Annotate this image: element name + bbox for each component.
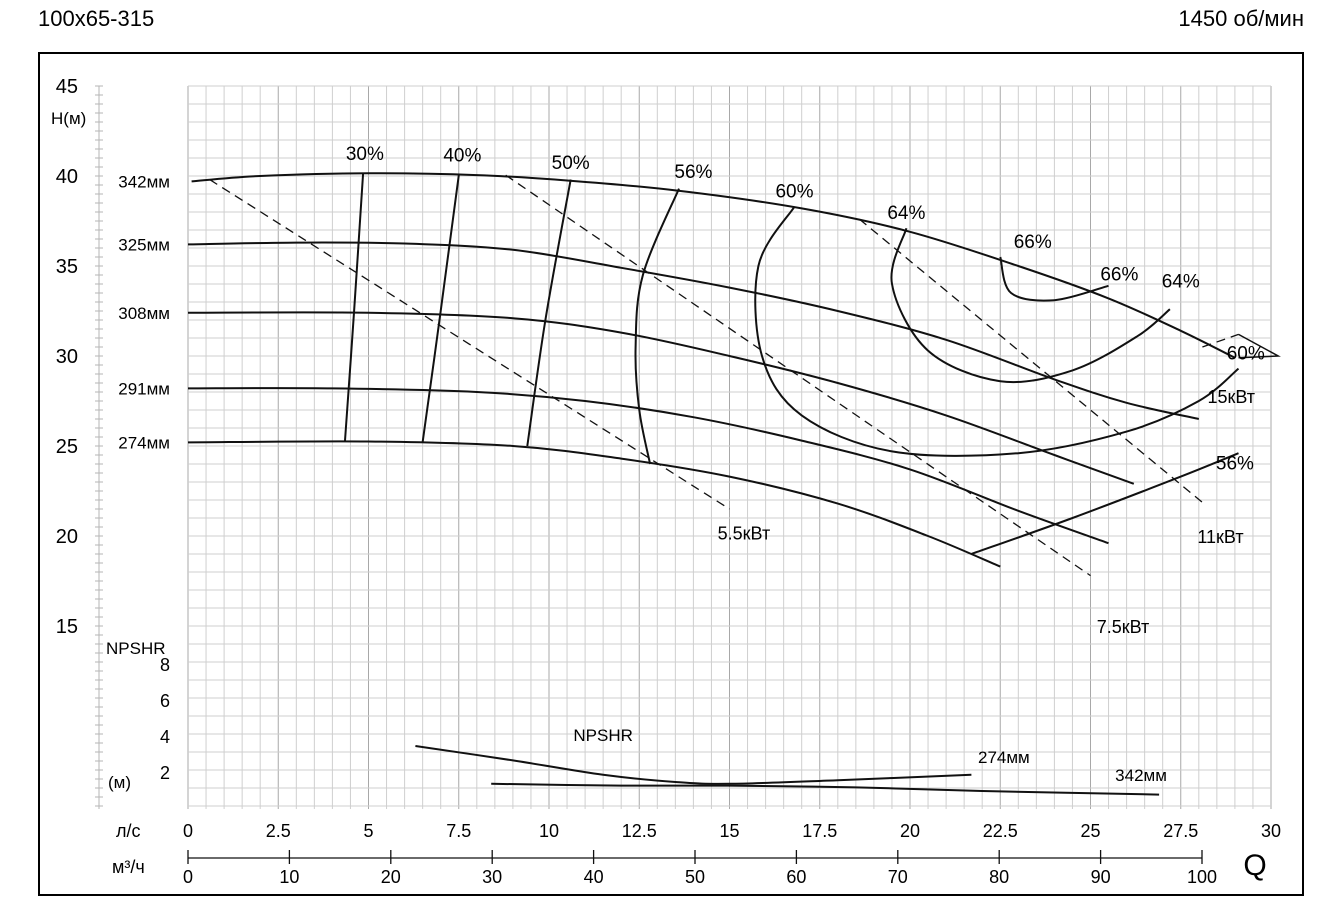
y-tick-label: 20 (56, 526, 78, 548)
efficiency-label: 30% (346, 144, 384, 165)
npsh-tick-label: 6 (160, 691, 170, 711)
curve-head-291мм (187, 387, 1109, 545)
x-tick-ls: 17.5 (802, 821, 837, 841)
efficiency-label: 66% (1100, 264, 1138, 285)
efficiency-label: 60% (1227, 344, 1265, 365)
x-axis-q-title: Q (1243, 849, 1266, 882)
efficiency-label: 60% (775, 182, 813, 203)
npsh-tick-label: 2 (160, 763, 170, 783)
curve-npshr-NPSHR-274мм (415, 745, 972, 785)
curve-head-325мм (187, 241, 1200, 420)
x-tick-ls: 10 (539, 821, 559, 841)
diameter-label: 325мм (118, 235, 170, 254)
x-tick-ls: 25 (1080, 821, 1100, 841)
diameter-label: 291мм (118, 379, 170, 398)
curve-efficiency-64- (890, 227, 1171, 384)
y-tick-label: 35 (56, 256, 78, 278)
y-tick-label: 45 (56, 76, 78, 98)
curve-power-5-5кВт (209, 179, 730, 510)
efficiency-label: 64% (887, 203, 925, 224)
efficiency-label: 56% (1216, 453, 1254, 474)
curve-end-tip (1238, 333, 1281, 359)
x-tick-ls: 2.5 (266, 821, 291, 841)
curve-power-7-5кВт (505, 174, 1091, 577)
x-tick-ls: 22.5 (983, 821, 1018, 841)
y-tick-label: 25 (56, 436, 78, 458)
curve-efficiency-60- (754, 206, 1240, 457)
x-tick-ls: 27.5 (1163, 821, 1198, 841)
efficiency-label: 40% (443, 146, 481, 167)
x-tick-ls: 12.5 (622, 821, 657, 841)
curve-efficiency-56- (634, 188, 680, 465)
chart-grid (95, 85, 1272, 809)
npsh-unit-label: (м) (108, 773, 131, 792)
npsh-tick-label: 4 (160, 727, 170, 747)
curve-power-15kw (1202, 333, 1239, 348)
curve-efficiency-30- (344, 173, 365, 441)
x-tick-ls: 0 (183, 821, 193, 841)
power-label: 15кВт (1208, 387, 1256, 407)
labels-layer: 342мм 325мм 308мм 291мм 274мм 30% 40% 50% 56% 60%… (118, 144, 1265, 785)
x-tick-ls: 15 (719, 821, 739, 841)
efficiency-label: 66% (1014, 232, 1052, 253)
diameter-label: 342мм (118, 172, 170, 191)
x-tick-m3h: 20 (381, 867, 401, 887)
x-tick-m3h: 50 (685, 867, 705, 887)
y-tick-label: 30 (56, 346, 78, 368)
npshr-curve-label: NPSHR (573, 726, 633, 745)
efficiency-label: 56% (674, 162, 712, 183)
x-tick-m3h: 80 (989, 867, 1009, 887)
y-tick-label: 40 (56, 166, 78, 188)
curve-npshr-NPSHR-342мм (491, 782, 1160, 796)
x-tick-m3h: 100 (1187, 867, 1217, 887)
x-axis-m3h-title: м³/ч (112, 857, 145, 877)
x-tick-m3h: 40 (584, 867, 604, 887)
npsh-axis-title: NPSHR (106, 639, 166, 658)
x-tick-m3h: 30 (482, 867, 502, 887)
power-label: 11кВт (1197, 527, 1243, 547)
axes-layer: 15 20 25 30 35 40 45 H(м) NPSHR 2 4 6 8 (м) л/с 0 2.5 5 7.… (51, 76, 1281, 887)
y-axis-title: H(м) (51, 109, 86, 128)
x-tick-ls: 20 (900, 821, 920, 841)
x-tick-ls: 7.5 (446, 821, 471, 841)
efficiency-label: 64% (1162, 272, 1200, 293)
npshr-274-label: 274мм (978, 748, 1030, 767)
x-tick-m3h: 70 (888, 867, 908, 887)
npshr-342-label: 342мм (1115, 766, 1167, 785)
y-tick-label: 15 (56, 616, 78, 638)
x-axis-ls-title: л/с (116, 821, 141, 841)
x-tick-m3h: 0 (183, 867, 193, 887)
x-tick-m3h: 60 (786, 867, 806, 887)
x-tick-ls: 30 (1261, 821, 1281, 841)
curves-layer (187, 172, 1281, 796)
curve-efficiency-66- (999, 256, 1109, 302)
chart-subtitle-speed: 1450 об/мин (1178, 6, 1304, 31)
chart-title: 100x65-315 (38, 6, 155, 31)
curve-efficiency-56- (971, 452, 1239, 555)
x-tick-ls: 5 (363, 821, 373, 841)
x-tick-m3h: 10 (279, 867, 299, 887)
diameter-label: 274мм (118, 433, 170, 452)
efficiency-label: 50% (552, 153, 590, 174)
npsh-tick-label: 8 (160, 655, 170, 675)
curve-head-308мм (187, 311, 1135, 485)
power-label: 7.5кВт (1097, 617, 1150, 637)
curve-power-11кВт (859, 218, 1207, 506)
x-tick-m3h: 90 (1091, 867, 1111, 887)
chart-frame (38, 52, 1304, 896)
curve-efficiency-50- (526, 179, 572, 447)
curve-head-274мм (187, 440, 1001, 568)
power-label: 5.5кВт (718, 524, 771, 544)
diameter-label: 308мм (118, 304, 170, 323)
curve-efficiency-40- (421, 174, 460, 443)
